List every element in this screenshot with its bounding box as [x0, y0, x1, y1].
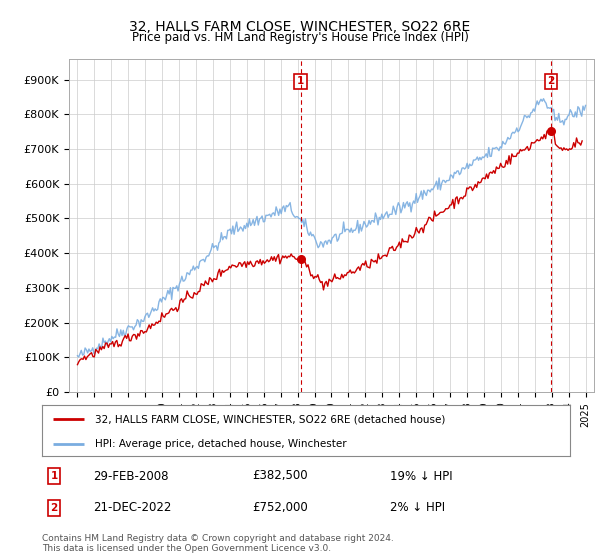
Text: 1: 1 [50, 471, 58, 481]
Text: £752,000: £752,000 [252, 501, 308, 515]
Text: 32, HALLS FARM CLOSE, WINCHESTER, SO22 6RE (detached house): 32, HALLS FARM CLOSE, WINCHESTER, SO22 6… [95, 414, 445, 424]
Text: 2: 2 [548, 76, 555, 86]
Text: 2% ↓ HPI: 2% ↓ HPI [390, 501, 445, 515]
Text: 2: 2 [50, 503, 58, 513]
Text: 29-FEB-2008: 29-FEB-2008 [93, 469, 169, 483]
Text: 1: 1 [297, 76, 304, 86]
Text: HPI: Average price, detached house, Winchester: HPI: Average price, detached house, Winc… [95, 438, 346, 449]
Text: £382,500: £382,500 [252, 469, 308, 483]
Text: Contains HM Land Registry data © Crown copyright and database right 2024.
This d: Contains HM Land Registry data © Crown c… [42, 534, 394, 553]
Text: 21-DEC-2022: 21-DEC-2022 [93, 501, 172, 515]
Text: 32, HALLS FARM CLOSE, WINCHESTER, SO22 6RE: 32, HALLS FARM CLOSE, WINCHESTER, SO22 6… [130, 20, 470, 34]
Text: Price paid vs. HM Land Registry's House Price Index (HPI): Price paid vs. HM Land Registry's House … [131, 31, 469, 44]
Text: 19% ↓ HPI: 19% ↓ HPI [390, 469, 452, 483]
